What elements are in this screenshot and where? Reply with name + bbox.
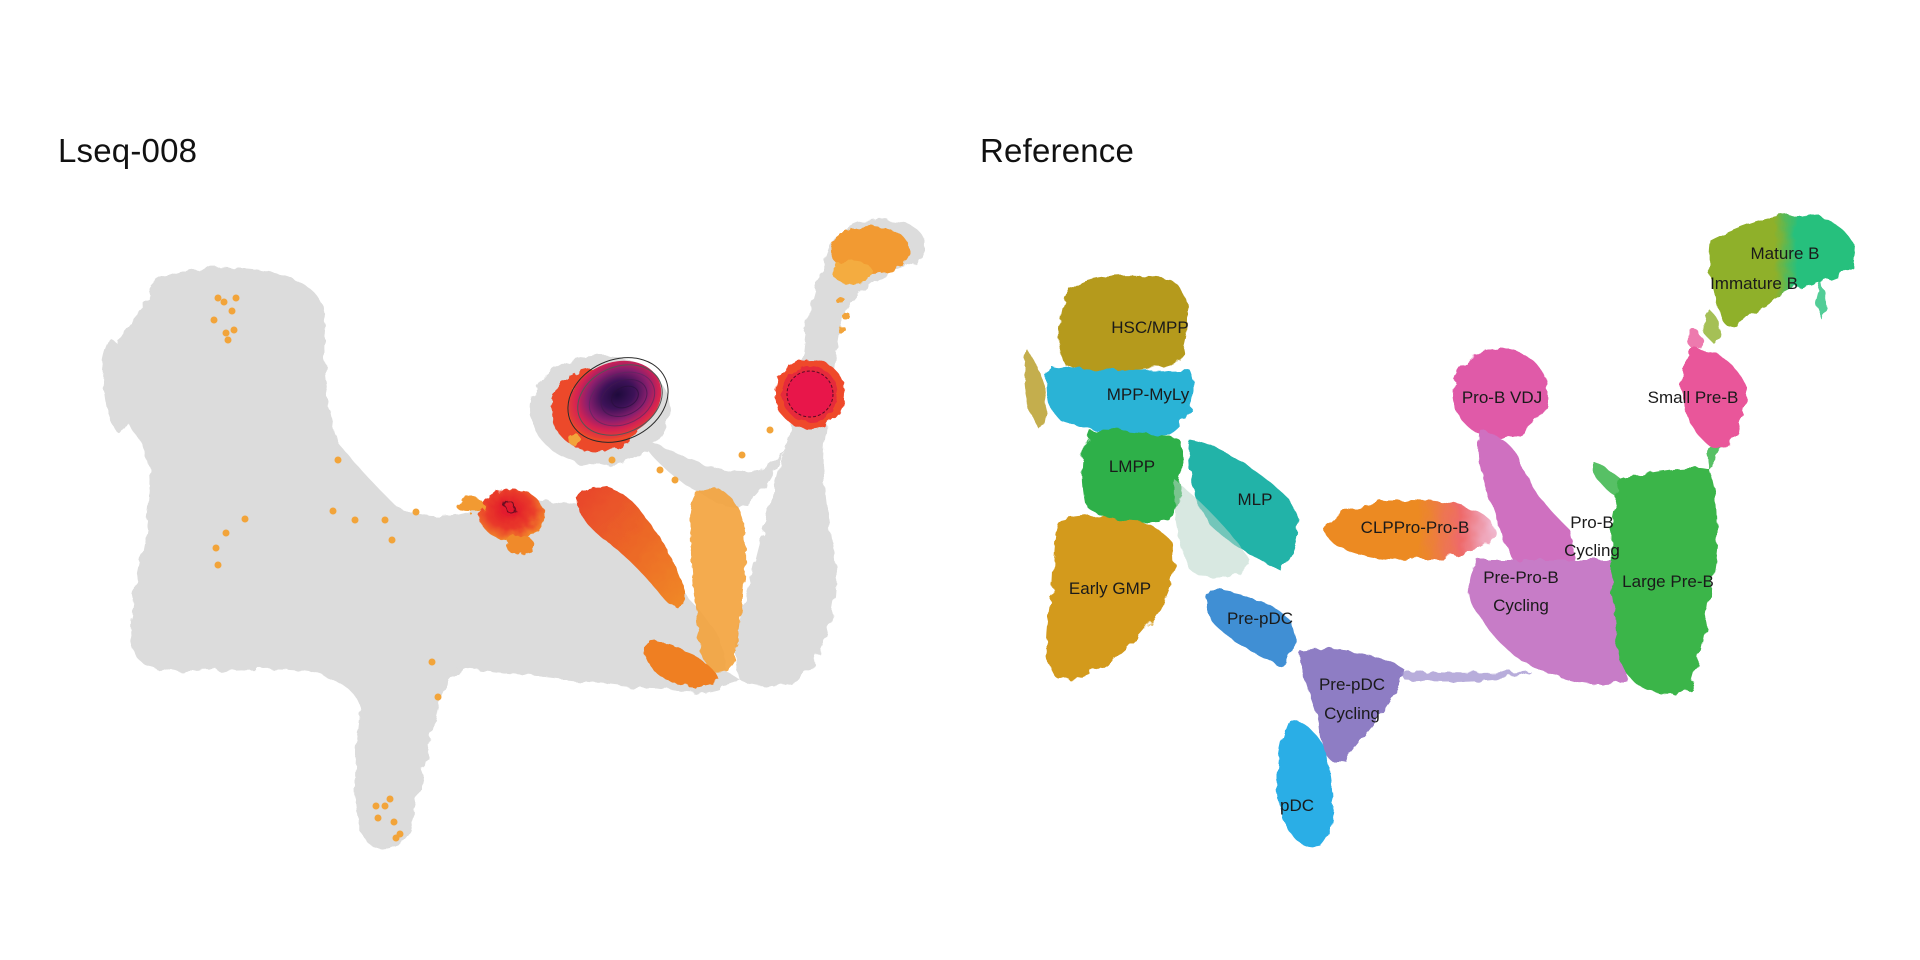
density-pro-b-cycling — [577, 486, 687, 607]
label-pre-pro-b-cycling-line1: Pre-Pro-B — [1483, 568, 1559, 587]
label-pro-b-vdj: Pro-B VDJ — [1462, 388, 1542, 407]
cluster-labels: HSC/MPP MPP-MyLy LMPP MLP Early GMP Pre-… — [1069, 244, 1820, 815]
label-small-pre-b: Small Pre-B — [1648, 388, 1739, 407]
label-pro-b-cycling-line2: Cycling — [1564, 541, 1620, 560]
right-panel-title: Reference — [980, 132, 1135, 169]
label-pro-b-cycling-line1: Pro-B — [1570, 513, 1613, 532]
label-clp-pro-pro-b: CLPPro-Pro-B — [1361, 518, 1470, 537]
label-lmpp: LMPP — [1109, 457, 1155, 476]
density-pro-b-vdj-peak — [551, 357, 669, 452]
density-clp — [456, 489, 544, 555]
label-pre-pdc: Pre-pDC — [1227, 609, 1293, 628]
label-early-gmp: Early GMP — [1069, 579, 1151, 598]
query-cells-sparse — [210, 294, 774, 842]
label-pdc: pDC — [1280, 796, 1314, 815]
label-pre-pro-b-cycling-line2: Cycling — [1493, 596, 1549, 615]
left-umap-plot — [102, 218, 927, 849]
density-small-pre-b — [775, 359, 845, 429]
label-large-pre-b: Large Pre-B — [1622, 572, 1714, 591]
label-hsc-mpp: HSC/MPP — [1111, 318, 1188, 337]
label-mature-b: Mature B — [1751, 244, 1820, 263]
density-mature-b — [830, 226, 910, 334]
right-umap-plot: HSC/MPP MPP-MyLy LMPP MLP Early GMP Pre-… — [1024, 214, 1856, 846]
left-panel-title: Lseq-008 — [58, 132, 198, 169]
label-pre-pdc-cycling-line2: Cycling — [1324, 704, 1380, 723]
label-mpp-myly: MPP-MyLy — [1107, 385, 1190, 404]
label-mlp: MLP — [1238, 490, 1273, 509]
label-pre-pdc-cycling-line1: Pre-pDC — [1319, 675, 1385, 694]
label-immature-b: Immature B — [1710, 274, 1798, 293]
density-large-pre-b — [645, 487, 746, 687]
